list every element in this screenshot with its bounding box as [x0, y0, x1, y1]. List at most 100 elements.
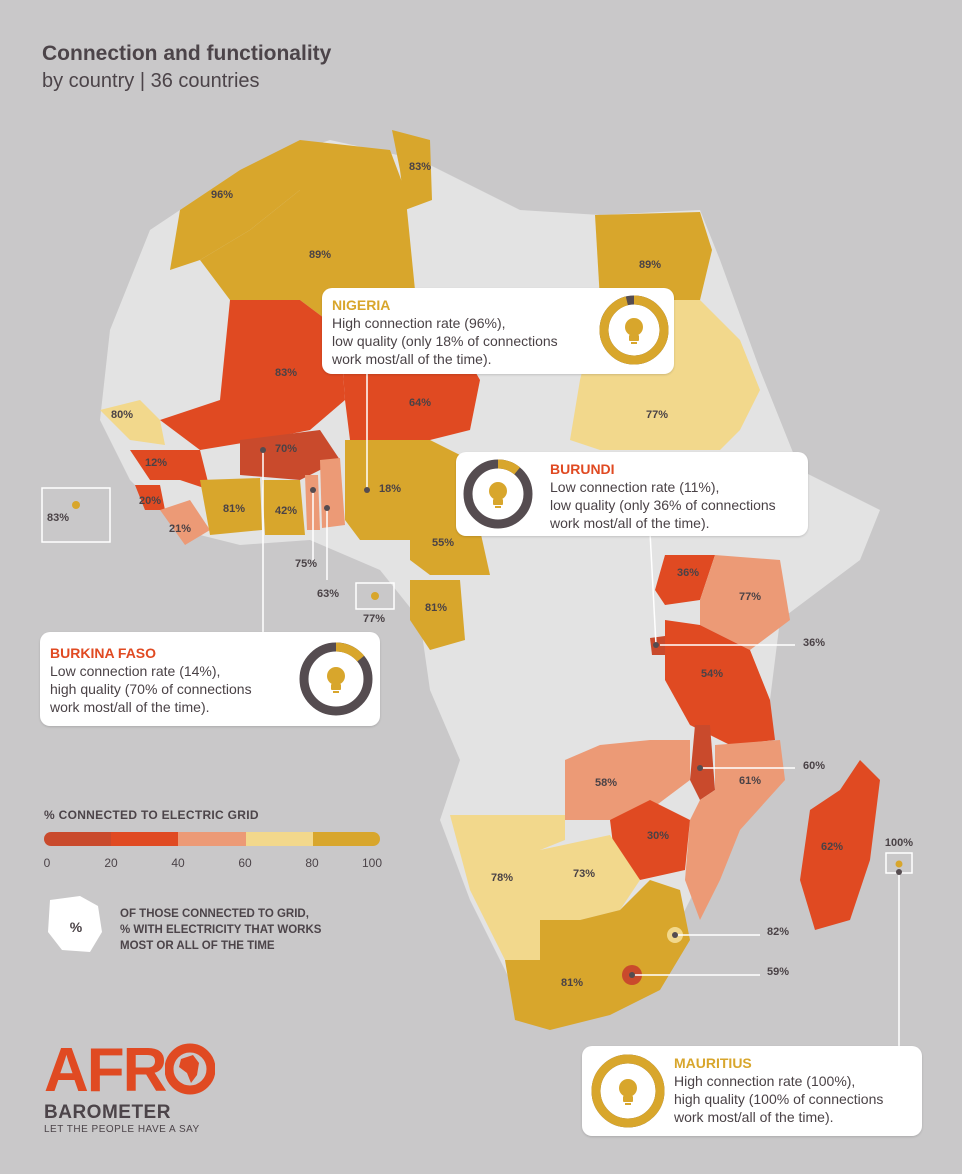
- country-ghana: [262, 480, 305, 535]
- callout-mauritius-name: MAURITIUS: [674, 1055, 752, 1071]
- label-nigeria: 18%: [379, 483, 401, 495]
- country-mauritius: [895, 860, 903, 868]
- label-madagascar: 62%: [821, 841, 843, 853]
- label-algeria: 89%: [309, 249, 331, 261]
- ring-connection-arc: [591, 1054, 665, 1128]
- country-burkina: [240, 430, 340, 480]
- label-sierra-leone: 20%: [139, 495, 161, 507]
- cabo-verde-box: [41, 487, 111, 543]
- label-kenya: 77%: [739, 591, 761, 603]
- label-burundi: 36%: [803, 637, 825, 649]
- legend-bin-80-100: [312, 832, 380, 846]
- legend-color-bar: [44, 832, 380, 846]
- callout-nigeria-text: High connection rate (96%), low quality …: [332, 315, 558, 367]
- legend-note: OF THOSE CONNECTED TO GRID, % WITH ELECT…: [120, 908, 322, 952]
- country-guinea: [130, 450, 210, 490]
- country-algeria: [200, 140, 415, 330]
- label-mauritius: 100%: [885, 837, 913, 849]
- page-subtitle: by country | 36 countries: [42, 70, 260, 92]
- label-zambia: 58%: [595, 777, 617, 789]
- label-lesotho: 59%: [767, 966, 789, 978]
- callout-burundi: BURUNDI Low connection rate (11%), low q…: [456, 452, 808, 536]
- map-value-labels: 96% 89% 83% 89% 83% 64% 77% 80% 12% 70% 20% 21% 81% 4…: [47, 161, 913, 989]
- label-tanzania: 54%: [701, 668, 723, 680]
- callout-burkina-text: Low connection rate (14%), high quality …: [50, 663, 252, 715]
- label-morocco: 96%: [211, 189, 233, 201]
- legend-bin-40-60: [178, 832, 246, 846]
- lightbulb-icon: [489, 482, 507, 508]
- country-gabon: [410, 580, 465, 650]
- country-malawi: [690, 725, 715, 800]
- label-egypt: 89%: [639, 259, 661, 271]
- country-zambia: [565, 740, 690, 820]
- label-mozambique: 61%: [739, 775, 761, 787]
- legend-tick-40: 40: [171, 856, 185, 870]
- ring-connection-arc: [463, 459, 533, 529]
- label-botswana: 73%: [573, 868, 595, 880]
- country-cameroon: [410, 480, 490, 575]
- country-cabo-verde: [72, 501, 80, 509]
- country-egypt: [595, 212, 712, 300]
- country-namibia: [450, 815, 565, 960]
- label-uganda: 36%: [677, 567, 699, 579]
- country-senegal: [100, 400, 165, 445]
- callout-mauritius-text: High connection rate (100%), high qualit…: [674, 1073, 884, 1125]
- country-madagascar: [800, 760, 880, 930]
- legend-gabon-icon: %: [48, 896, 102, 952]
- callout-burundi-name: BURUNDI: [550, 461, 615, 477]
- label-guinea: 12%: [145, 457, 167, 469]
- country-cote-divoire: [200, 478, 262, 535]
- page-title: Connection and functionality: [42, 42, 332, 65]
- callout-burkina: BURKINA FASO Low connection rate (14%), …: [40, 632, 380, 726]
- country-mozambique: [685, 740, 785, 920]
- label-zimbabwe: 30%: [647, 830, 669, 842]
- legend-title: % CONNECTED TO ELECTRIC GRID: [44, 808, 259, 822]
- label-sao-tome: 77%: [363, 613, 385, 625]
- legend-tick-100: 100: [361, 856, 383, 870]
- label-cote-divoire: 81%: [223, 503, 245, 515]
- sao-tome-box: [355, 582, 395, 610]
- leader-lines: [262, 374, 900, 1048]
- legend-symbol: %: [70, 919, 83, 935]
- country-uganda: [655, 555, 715, 605]
- afrobarometer-logo: AFR: [44, 1040, 216, 1102]
- label-mali: 83%: [275, 367, 297, 379]
- ring-burkina: [299, 642, 373, 716]
- country-kenya: [700, 555, 790, 650]
- leader-dots: [260, 447, 902, 978]
- ring-connection-arc: [599, 295, 669, 365]
- label-namibia: 78%: [491, 872, 513, 884]
- label-malawi: 60%: [803, 760, 825, 772]
- legend-tick-80: 80: [305, 856, 319, 870]
- label-burkina: 70%: [275, 443, 297, 455]
- lightbulb-icon: [327, 667, 345, 693]
- legend-tick-60: 60: [238, 856, 252, 870]
- legend-tick-0: 0: [43, 856, 51, 870]
- label-south-africa: 81%: [561, 977, 583, 989]
- label-cameroon: 55%: [432, 537, 454, 549]
- logo-afr: AFR: [44, 1036, 167, 1105]
- country-burundi: [650, 636, 668, 655]
- label-gabon: 81%: [425, 602, 447, 614]
- logo-barometer: BAROMETER: [44, 1102, 171, 1123]
- legend-bin-60-80: [245, 832, 313, 846]
- label-ghana: 42%: [275, 505, 297, 517]
- callout-burkina-name: BURKINA FASO: [50, 645, 157, 661]
- country-south-africa: [505, 880, 690, 1030]
- ring-mauritius: [591, 1054, 665, 1128]
- callout-burundi-text: Low connection rate (11%), low quality (…: [550, 479, 776, 531]
- label-sudan: 77%: [646, 409, 668, 421]
- label-niger: 64%: [409, 397, 431, 409]
- label-liberia: 21%: [169, 523, 191, 535]
- lightbulb-icon: [625, 318, 643, 344]
- legend-tick-20: 20: [104, 856, 118, 870]
- country-botswana: [540, 835, 640, 920]
- callout-nigeria-name: NIGERIA: [332, 297, 391, 313]
- ring-connection-arc: [299, 642, 373, 716]
- country-zimbabwe: [610, 800, 690, 880]
- country-mali: [160, 300, 345, 450]
- legend-bin-0-20: [44, 832, 112, 846]
- country-morocco: [170, 140, 300, 270]
